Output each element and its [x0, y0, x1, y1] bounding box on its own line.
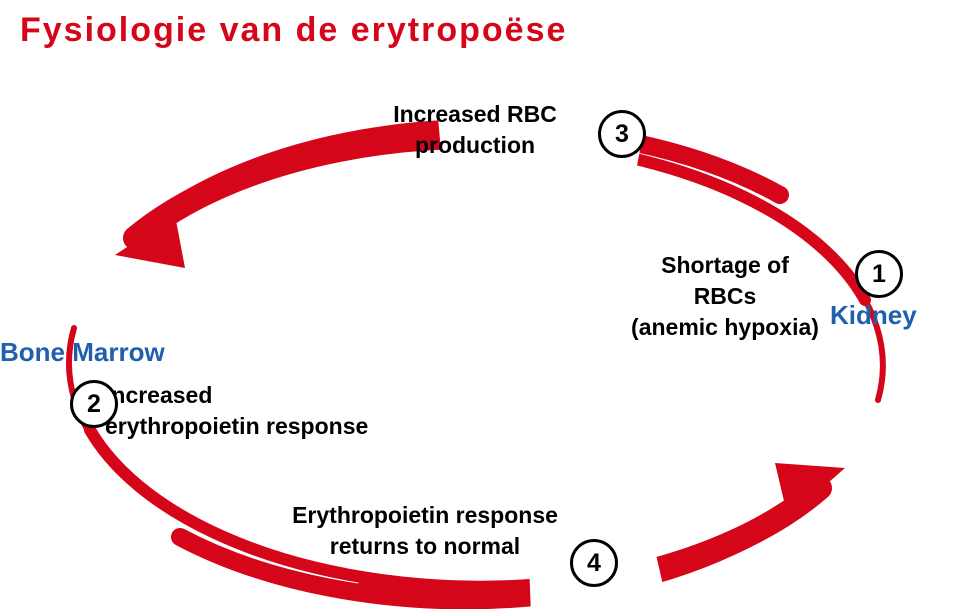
- label-rbc-production: Increased RBC production: [345, 99, 605, 161]
- badge-4: 4: [570, 539, 618, 587]
- badge-1: 1: [855, 250, 903, 298]
- label-bone-marrow: Bone Marrow: [0, 335, 230, 370]
- label-shortage: Shortage of RBCs (anemic hypoxia): [595, 250, 855, 343]
- label-kidney: Kidney: [830, 298, 950, 333]
- label-epo-increased: Increased erythropoietin response: [105, 380, 445, 442]
- badge-2: 2: [70, 380, 118, 428]
- badge-3: 3: [598, 110, 646, 158]
- diagram-stage: { "canvas": { "width": 960, "height": 60…: [0, 0, 960, 609]
- label-epo-normal: Erythropoietin response returns to norma…: [245, 500, 605, 562]
